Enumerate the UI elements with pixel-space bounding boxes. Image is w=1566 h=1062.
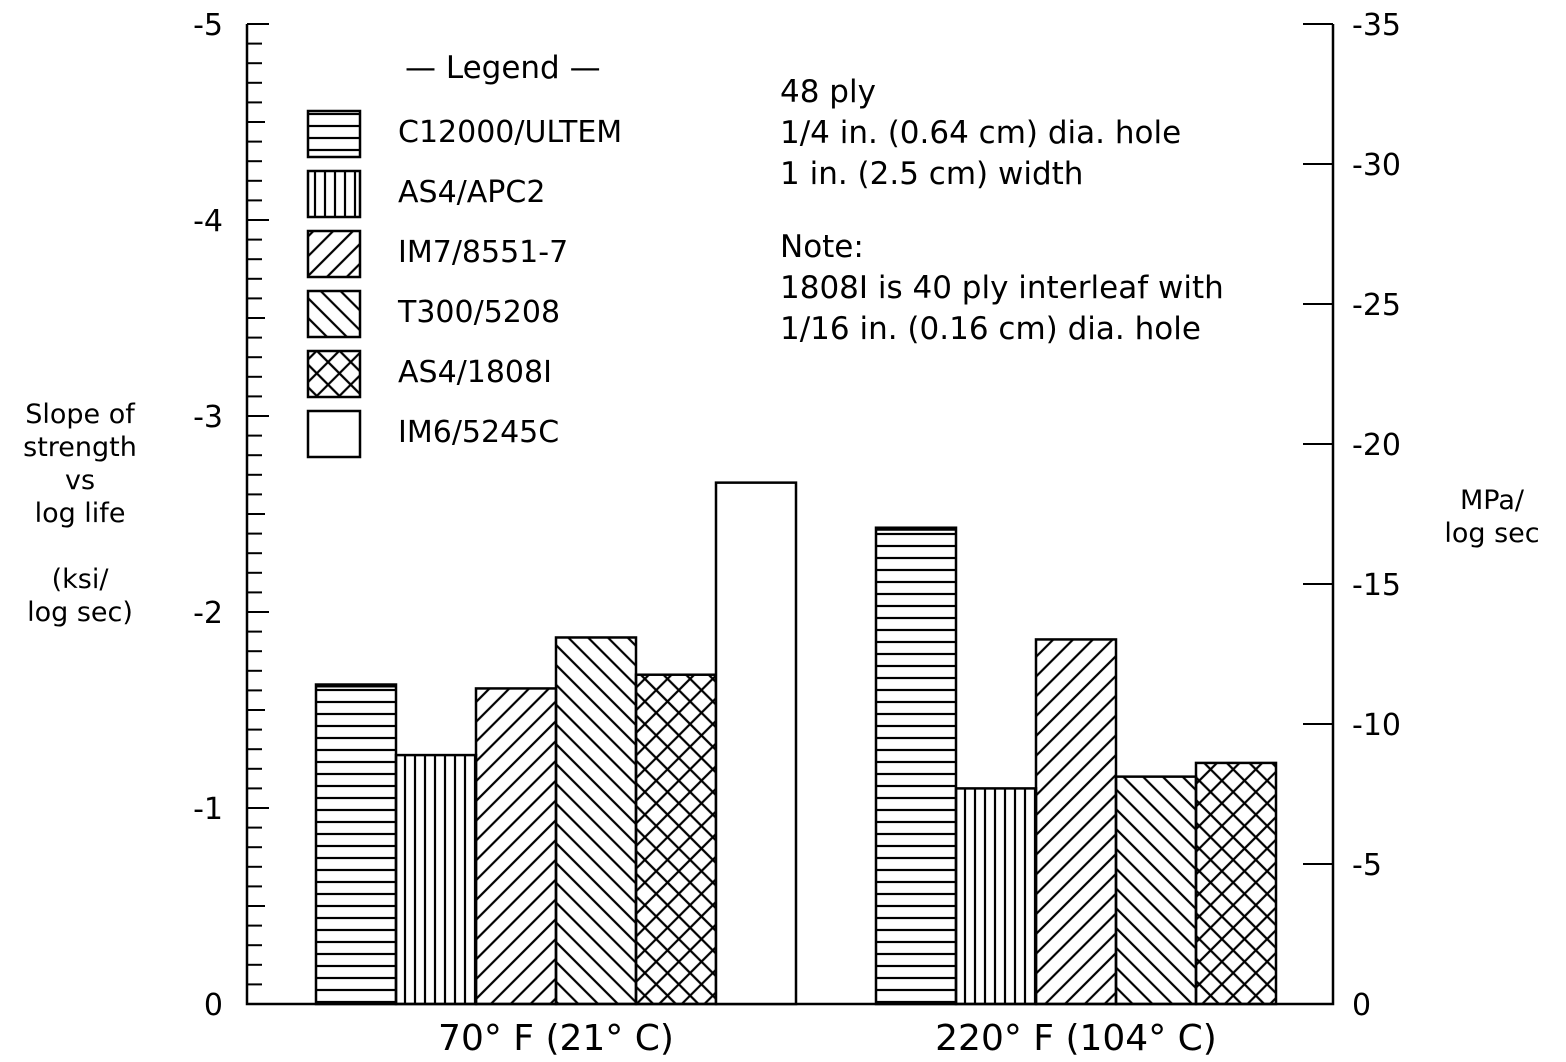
- axis-label-line: vs: [64, 465, 96, 496]
- y-left-tick-label: -3: [193, 400, 223, 435]
- bar-im6-5245c-group1: [714, 481, 798, 1006]
- y-axis-right-label: MPa/log sec: [1418, 484, 1566, 550]
- annotation-line: 1 in. (2.5 cm) width: [780, 156, 1084, 192]
- x-category-label: 220° F (104° C): [935, 1018, 1217, 1059]
- legend-swatch: [306, 289, 362, 339]
- axis-label-line: log sec): [27, 597, 133, 628]
- bar-im7-8551-7-group1: [474, 687, 558, 1006]
- y-right-tick-label: -25: [1352, 288, 1401, 323]
- legend-swatch: [306, 409, 362, 459]
- y-left-tick-label: -5: [193, 8, 223, 43]
- axis-label-line: (ksi/: [51, 564, 109, 595]
- annotation-line: 1/4 in. (0.64 cm) dia. hole: [780, 115, 1182, 151]
- bar-c12000-ultem-group2: [874, 526, 958, 1006]
- legend-swatch: [306, 229, 362, 279]
- bar-as4-1808i-group2: [1194, 761, 1278, 1006]
- axis-label-line: strength: [23, 432, 137, 463]
- legend-swatch: [306, 109, 362, 159]
- y-right-tick-label: 0: [1352, 988, 1371, 1023]
- bar-as4-apc2-group1: [394, 753, 478, 1006]
- annotation-line: Note:: [780, 229, 864, 265]
- legend-label: AS4/1808I: [398, 355, 552, 390]
- legend-label: AS4/APC2: [398, 175, 546, 210]
- bar-t300-5208-group2: [1114, 775, 1198, 1006]
- legend-label: IM7/8551-7: [398, 235, 569, 270]
- axis-label-line: Slope of: [25, 399, 135, 430]
- annotation-line: 1808I is 40 ply interleaf with: [780, 270, 1224, 306]
- legend-swatch: [306, 349, 362, 399]
- annotation-line: 48 ply: [780, 74, 876, 110]
- y-axis-left-label: Slope of strength vs log life (ksi/log sec): [0, 398, 160, 629]
- y-right-tick-label: -15: [1352, 568, 1401, 603]
- legend-label: C12000/ULTEM: [398, 115, 623, 150]
- y-right-tick-label: -35: [1352, 8, 1401, 43]
- bar-c12000-ultem-group1: [314, 683, 398, 1006]
- legend-label: T300/5208: [398, 295, 561, 330]
- y-right-tick-label: -20: [1352, 428, 1401, 463]
- y-right-tick-label: -5: [1352, 848, 1382, 883]
- legend-swatches: [306, 109, 362, 459]
- annotation-line: 1/16 in. (0.16 cm) dia. hole: [780, 311, 1201, 347]
- y-right-tick-label: -10: [1352, 708, 1401, 743]
- y-left-tick-label: -4: [193, 204, 223, 239]
- bar-as4-1808i-group1: [634, 673, 718, 1006]
- y-right-tick-label: -30: [1352, 148, 1401, 183]
- y-left-tick-label: -1: [193, 792, 223, 827]
- bar-as4-apc2-group2: [954, 787, 1038, 1006]
- axis-label-line: log life: [34, 498, 126, 529]
- bar-im7-8551-7-group2: [1034, 638, 1118, 1006]
- axis-label-line: MPa/: [1459, 485, 1524, 516]
- axis-label-line: [0, 530, 160, 563]
- axis-label-line: log sec: [1444, 518, 1540, 549]
- y-left-tick-label: -2: [193, 596, 223, 631]
- legend-swatch: [306, 169, 362, 219]
- bar-t300-5208-group1: [554, 636, 638, 1006]
- legend-title: — Legend —: [405, 50, 601, 86]
- legend-label: IM6/5245C: [398, 415, 560, 450]
- bars: [314, 481, 1278, 1006]
- x-category-label: 70° F (21° C): [438, 1018, 674, 1059]
- y-left-tick-label: 0: [204, 988, 223, 1023]
